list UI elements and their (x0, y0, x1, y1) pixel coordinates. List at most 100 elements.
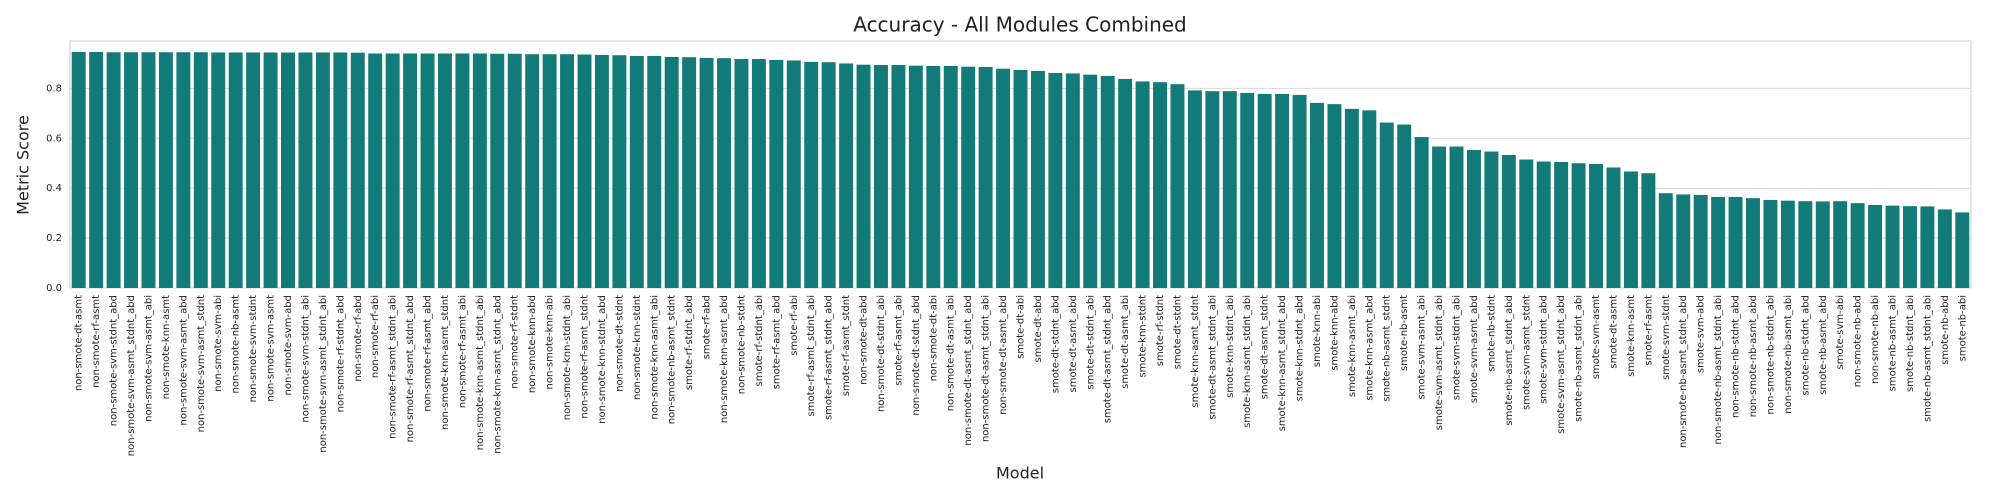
bar (961, 66, 976, 288)
bar (1676, 194, 1691, 288)
x-tick-label: smote-rf-asmt_stdnt_abi (806, 295, 817, 416)
x-axis-label: Model (996, 464, 1044, 483)
x-tick-label: smote-svm-abi (1835, 295, 1846, 369)
x-tick-label: non-smote-dt-abd (859, 295, 870, 385)
x-tick-label: smote-rf-asmt_abd (771, 295, 782, 389)
bar (211, 52, 226, 288)
x-tick-label: smote-knn-abd (1329, 295, 1340, 371)
bar (1135, 81, 1150, 288)
bar (1798, 201, 1813, 288)
bar (490, 53, 505, 288)
bar (1414, 137, 1429, 288)
x-tick-label: non-smote-knn-stdnt_abi (562, 295, 573, 420)
bar (246, 52, 261, 288)
x-tick-label: non-smote-svm-abd (283, 295, 294, 395)
bar (525, 54, 540, 288)
x-tick-label: non-smote-dt-asmt_abi (946, 295, 957, 411)
bar (124, 52, 139, 289)
x-tick-label: smote-svm-stdnt (1661, 295, 1672, 380)
bar (1902, 206, 1917, 288)
x-tick-label: non-smote-knn-asmt (161, 295, 172, 399)
x-tick-label: smote-nb-asmt_stdnt_abi (1922, 295, 1933, 422)
bar (1466, 150, 1481, 288)
bar (1589, 164, 1604, 288)
bar (89, 51, 104, 288)
x-tick-label: non-smote-nb-asmt_stdnt_abi (1713, 295, 1724, 444)
bar (1327, 104, 1342, 288)
bar (786, 60, 801, 289)
bar (1048, 72, 1063, 288)
bar (734, 58, 749, 288)
x-tick-label: non-smote-dt-asmt_stdnt_abd (963, 295, 974, 446)
bar (612, 55, 627, 289)
bar (769, 59, 784, 289)
x-tick-label: smote-nb-asmt_stdnt (1382, 295, 1393, 402)
x-tick-label: non-smote-nb-asmt_stdnt_abd (1678, 295, 1689, 448)
bar (1711, 196, 1726, 288)
bar (560, 54, 575, 288)
x-tick-label: non-smote-svm-stdnt_abd (109, 295, 120, 426)
bar (71, 51, 86, 288)
x-tick-label: non-smote-svm-asmt_stdnt_abi (318, 295, 329, 453)
x-tick-label: non-smote-dt-asmt_abd (998, 295, 1009, 415)
x-tick-label: non-smote-nb-asmt_stdnt (667, 295, 678, 424)
bar (176, 52, 191, 289)
bar (1449, 146, 1464, 288)
x-tick-label: non-smote-svm-stdnt_abi (300, 295, 311, 423)
x-tick-label: smote-rf-abd (702, 295, 713, 359)
x-tick-label: smote-dt-stdnt_abi (1085, 295, 1096, 390)
x-tick-label: smote-dt-abd (1033, 295, 1044, 362)
bar (1013, 69, 1028, 289)
x-tick-label: smote-rf-stdnt_abi (754, 295, 765, 386)
bar (281, 52, 295, 288)
bar (1606, 167, 1621, 288)
bar (1728, 196, 1743, 288)
bar (1484, 151, 1499, 288)
bar (1519, 159, 1534, 288)
bar (1170, 84, 1185, 288)
bar (141, 52, 156, 289)
bar (158, 52, 173, 289)
bar (1780, 200, 1795, 288)
bar (1833, 201, 1848, 288)
x-tick-label: non-smote-svm-asmt_abi (143, 295, 154, 422)
x-tick-label: non-smote-knn-asmt_stdnt_abi (475, 295, 486, 450)
x-tick-label: smote-knn-asmt (1626, 295, 1637, 377)
x-tick-label: non-smote-svm-asmt_abd (178, 295, 189, 425)
bar (1379, 122, 1394, 289)
bar (996, 68, 1011, 288)
bar (926, 65, 941, 288)
bar (1554, 162, 1569, 288)
x-tick-label: smote-rf-stdnt (1155, 295, 1166, 366)
bar (839, 63, 854, 288)
y-tick-label: 0.0 (46, 283, 62, 294)
bar (1083, 74, 1098, 288)
bar (263, 52, 278, 288)
bar (315, 52, 330, 288)
bar (717, 58, 731, 289)
x-tick-label: non-smote-knn-asmt_stdnt (440, 295, 451, 430)
bar (1362, 110, 1377, 289)
x-tick-label: non-smote-rf-asmt (91, 295, 102, 388)
x-tick-label: smote-knn-stdnt_abi (1225, 295, 1236, 398)
bar (908, 65, 923, 288)
x-tick-label: non-smote-dt-stdnt_abi (876, 295, 887, 412)
bar (751, 58, 766, 288)
x-tick-label: non-smote-rf-abi (370, 295, 381, 378)
bar (1693, 194, 1708, 288)
bar (1536, 161, 1551, 288)
x-tick-label: non-smote-nb-abd (1853, 295, 1864, 387)
bar (1187, 90, 1202, 289)
bar (1432, 146, 1447, 288)
x-tick-label: non-smote-svm-abi (213, 295, 224, 392)
x-tick-label: non-smote-nb-abi (1870, 295, 1881, 384)
x-tick-label: smote-svm-abd (1696, 295, 1707, 373)
x-tick-label: smote-nb-asmt_abi (1888, 295, 1899, 391)
x-tick-label: non-smote-rf-asmt_stdnt_abi (388, 295, 399, 439)
bar (821, 62, 836, 289)
bar (647, 55, 662, 288)
bar (106, 52, 121, 289)
bar (1344, 108, 1359, 288)
x-tick-label: smote-rf-asmt_abi (893, 295, 904, 386)
bar (891, 64, 906, 289)
